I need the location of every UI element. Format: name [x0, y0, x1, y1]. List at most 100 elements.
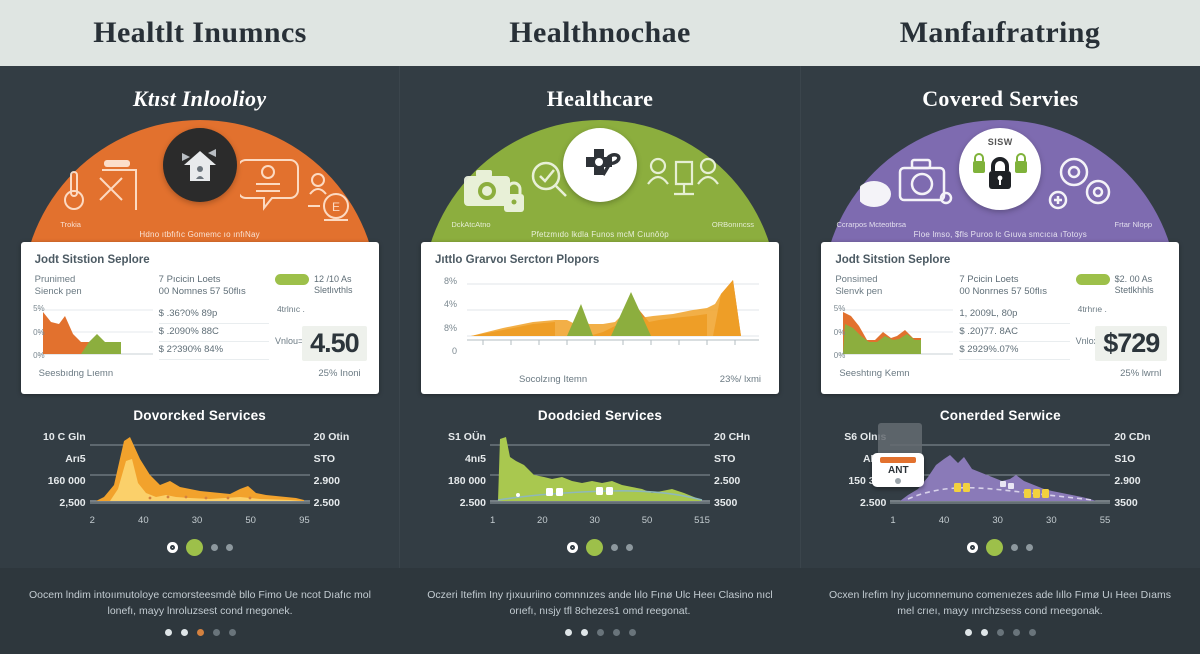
tooltip-card-3[interactable]: ANT	[872, 453, 925, 487]
stat-card-1[interactable]: Jodt Sitstion Seplore Prunimed Sienck pe…	[20, 242, 379, 394]
xtick-4-1: 95	[299, 515, 310, 526]
footer-cell-3: Ocxen lrefim lny jucomnemuno comenıezes …	[800, 568, 1200, 654]
big-chart-xticks-1: 2 40 30 50 95	[90, 515, 310, 526]
footer-dots-2[interactable]	[564, 628, 636, 636]
card-foot-left-1: Seesbıdng Lıemn	[38, 368, 114, 379]
carousel-dots-3[interactable]	[801, 539, 1200, 556]
footer-cell-2: Oczeri Itefim Iny rjıxuuriino comnnızes …	[400, 568, 800, 654]
right-label-2-2: 2.500	[713, 475, 741, 487]
left-label-3-3: 2.500	[860, 497, 887, 509]
people-meeting-icon	[647, 157, 719, 196]
carousel-dot-big-2[interactable]	[585, 539, 603, 556]
footer-dot-2-3[interactable]	[980, 628, 988, 636]
footer-dot-1-3[interactable]	[964, 628, 972, 636]
carousel-dot-4-1[interactable]	[225, 544, 233, 551]
footer-dot-4-3[interactable]	[1012, 628, 1020, 636]
stat-col-money-1: 7 Pıcicin Loets 00 Nomnes 57 50flıs $ .3…	[158, 274, 269, 360]
hero-badge-2	[562, 128, 637, 202]
stat-grid-1: Prunimed Sienck pen 5% 0% 0%	[33, 274, 367, 361]
xtick-4-2: 515	[694, 515, 710, 526]
right-label-1-3: S1O	[1114, 453, 1136, 465]
carousel-dots-2[interactable]	[400, 539, 799, 556]
footer-dot-1-2[interactable]	[564, 628, 572, 636]
footer-dot-5-1[interactable]	[228, 628, 236, 636]
carousel-dot-active-3[interactable]	[967, 542, 979, 553]
xtick-0-3: 1	[890, 515, 896, 526]
stat-col-value-3: $2. 00 As Stetlkhhls 4trhrıe . Vnlox - $…	[1075, 274, 1168, 361]
xtick-3-3: 30	[1046, 515, 1057, 526]
panel-covered-services: Covered Servies SISW	[799, 66, 1200, 654]
panel-title-2: Healthcare	[546, 86, 654, 111]
carousel-dot-4-2[interactable]	[625, 544, 633, 551]
carousel-dot-3-2[interactable]	[610, 544, 618, 551]
big-chart-1[interactable]: 10 C Gln Arı5 160 000 2,500	[14, 431, 386, 526]
svg-text:E: E	[332, 200, 340, 214]
footer-dot-3-3[interactable]	[996, 628, 1004, 636]
header-title-1: Healtlt Inumncs	[93, 16, 307, 49]
stat-card-2[interactable]: Jıttlo Grarvoı Serctorı Plopors 8% 4% 8%…	[420, 242, 779, 394]
left-label-1-1: Arı5	[65, 453, 86, 465]
big-chart-plot-1	[89, 431, 310, 513]
right-label-3-3: 3500	[1114, 497, 1138, 509]
mid-ytick-2: 8%	[443, 322, 457, 333]
header-cell-2: Healthnochae	[400, 0, 800, 66]
carousel-dots-1[interactable]	[0, 539, 399, 556]
header-band: Healtlt Inumncs Healthnochae Manfaıfratr…	[0, 0, 1200, 66]
stat-card-3[interactable]: Jodt Sitstion Seplore Ponsimed Slenvk pe…	[821, 242, 1180, 394]
footer-dots-3[interactable]	[964, 628, 1036, 636]
panel-insurance: Ktıst Inloolioy	[0, 66, 400, 654]
left-label-2-2: 180 000	[448, 475, 486, 487]
right-label-3-1: 2.500	[313, 497, 340, 509]
carousel-dot-3-1[interactable]	[210, 544, 218, 551]
stat-label-a1-3: Ponsimed	[835, 274, 878, 285]
carousel-dot-big-1[interactable]	[185, 539, 203, 556]
hero-badge-1	[162, 128, 237, 202]
mini-ytick-0-3: 5%	[833, 304, 846, 313]
footer-cell-1: Oocem lndim intoıımutoloye ccmorsteesmdè…	[0, 568, 400, 654]
footer-dot-1-1[interactable]	[164, 628, 172, 636]
footer-dots-1[interactable]	[164, 628, 236, 636]
big-chart-svg-3	[890, 444, 1111, 504]
footer-dot-2-2[interactable]	[580, 628, 588, 636]
big-chart-2[interactable]: S1 OÜn 4nı5 180 000 2.500	[414, 431, 786, 526]
panel-healthcare: Healthcare	[399, 66, 800, 654]
value-badge-3: $729	[1095, 326, 1168, 361]
footer-dot-5-3[interactable]	[1028, 628, 1036, 636]
money-row-1-1: $ .2090% 88C	[158, 324, 269, 342]
hero-sub-right-2: ORBonıncss	[694, 220, 772, 230]
money-rows-1: $ .36?0% 89p $ .2090% 88C $ 2?390% 84%	[158, 306, 269, 360]
mini-ytick-2-3: 0%	[833, 351, 846, 360]
hero-sub-right-text-2: ORBonıncss	[711, 220, 755, 229]
right-label-0-1: 20 Otin	[313, 431, 350, 443]
hero-arc-1: E Trokia Hdno ıtbfıfıc Gomemc ıo ınfıNay	[21, 120, 378, 364]
right-label-1-2: STO	[713, 453, 736, 465]
carousel-dot-4-3[interactable]	[1026, 544, 1034, 551]
carousel-dot-big-3[interactable]	[986, 539, 1004, 556]
carousel-dot-active-2[interactable]	[566, 542, 578, 553]
footer-dot-3-1[interactable]	[196, 628, 204, 636]
xtick-2-2: 30	[589, 515, 600, 526]
hero-sub-left-text-1: Trokia	[60, 220, 81, 229]
stat-card-title-1: Jodt Sitstion Seplore	[34, 254, 150, 266]
big-chart-plot-2	[489, 431, 710, 513]
carousel-dot-3-3[interactable]	[1011, 544, 1019, 551]
padlock-icon	[973, 153, 1028, 189]
stat-col-chart-1: Prunimed Sienck pen 5% 0% 0%	[33, 274, 153, 360]
footer-band: Oocem lndim intoıımutoloye ccmorsteesmdè…	[0, 568, 1200, 654]
big-chart-3[interactable]: S6 Olnıs AMS 150 300 2.500	[814, 423, 1186, 526]
swatch-row-3: $2. 00 As	[1075, 274, 1166, 286]
left-label-3-1: 2,500	[59, 497, 86, 509]
footer-dot-5-2[interactable]	[628, 628, 636, 636]
stat-col-chart-3: Ponsimed Slenvk pen 5% 0% 0%	[834, 274, 954, 360]
left-label-0-1: 10 C Gln	[43, 431, 86, 443]
carousel-dot-active-1[interactable]	[166, 542, 178, 553]
left-label-3-2: 2.500	[459, 497, 486, 509]
card-foot-left-3: Seeshtıng Kemn	[839, 368, 910, 379]
money-rows-3: 1, 2009L, 80p $ .20)77. 8AC $ 2929%.07%	[959, 306, 1070, 360]
footer-dot-2-1[interactable]	[180, 628, 188, 636]
footer-dot-4-2[interactable]	[612, 628, 620, 636]
big-chart-svg-1	[89, 437, 310, 504]
footer-dot-4-1[interactable]	[212, 628, 220, 636]
swatch-sub-1: Sletlıvthls	[313, 285, 353, 296]
footer-dot-3-2[interactable]	[596, 628, 604, 636]
